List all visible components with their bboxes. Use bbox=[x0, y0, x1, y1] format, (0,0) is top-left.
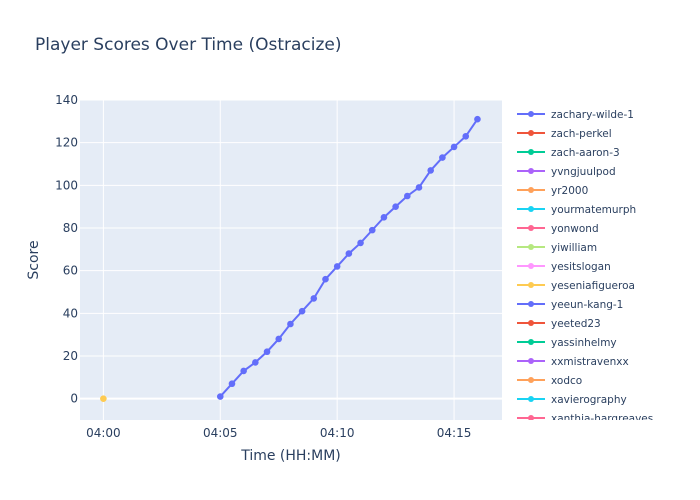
legend-label: yeseniafigueroa bbox=[551, 280, 635, 292]
legend-label: xavierography bbox=[551, 394, 627, 406]
legend-label: xxmistravenxx bbox=[551, 356, 629, 368]
legend-label: zach-aaron-3 bbox=[551, 147, 620, 159]
legend-label: yvngjuulpod bbox=[551, 166, 616, 178]
y-tick-label: 0 bbox=[70, 392, 78, 406]
legend-item-yiwilliam: yiwilliam bbox=[517, 242, 597, 254]
legend-item-zach-aaron-3: zach-aaron-3 bbox=[517, 147, 620, 159]
x-axis-label: Time (HH:MM) bbox=[240, 448, 341, 464]
data-point-zachary-wilde-1 bbox=[333, 263, 341, 270]
legend-marker-icon bbox=[528, 301, 534, 307]
data-point-zachary-wilde-1 bbox=[368, 226, 376, 234]
data-point-zachary-wilde-1 bbox=[240, 367, 247, 375]
legend-item-yonwond: yonwond bbox=[517, 223, 599, 235]
y-tick-label: 40 bbox=[63, 306, 78, 320]
legend: zachary-wilde-1 zach-perkel zach-aaron-3 yv… bbox=[517, 109, 653, 425]
legend-marker-icon bbox=[528, 339, 534, 345]
legend-marker-icon bbox=[528, 206, 534, 212]
data-point-zachary-wilde-1 bbox=[462, 132, 470, 140]
y-axis-label: Score bbox=[26, 240, 42, 279]
legend-label: zachary-wilde-1 bbox=[551, 109, 634, 121]
legend-label: xanthia-hargreaves bbox=[551, 413, 653, 425]
legend-marker-icon bbox=[528, 168, 534, 174]
legend-marker-icon bbox=[528, 149, 534, 155]
legend-marker-icon bbox=[528, 263, 534, 269]
data-point-zachary-wilde-1 bbox=[415, 184, 423, 191]
chart-title: Player Scores Over Time (Ostracize) bbox=[35, 35, 342, 55]
legend-label: yassinhelmy bbox=[551, 337, 617, 349]
legend-label: yeeted23 bbox=[551, 318, 601, 330]
legend-marker-icon bbox=[528, 396, 534, 402]
legend-label: yesitslogan bbox=[551, 261, 611, 273]
data-point-zachary-wilde-1 bbox=[287, 320, 294, 328]
legend-marker-icon bbox=[528, 225, 534, 231]
legend-label: xodco bbox=[551, 375, 582, 387]
legend-label: yiwilliam bbox=[551, 242, 597, 254]
data-point-zachary-wilde-1 bbox=[404, 192, 411, 200]
data-point-zachary-wilde-1 bbox=[392, 203, 399, 210]
y-tick-label: 80 bbox=[63, 221, 78, 235]
legend-item-xxmistravenxx: xxmistravenxx bbox=[517, 356, 629, 368]
legend-item-xanthia-hargreaves: xanthia-hargreaves bbox=[517, 413, 653, 425]
y-tick-label: 60 bbox=[63, 264, 78, 278]
data-point-zachary-wilde-1 bbox=[228, 380, 236, 388]
legend-item-yeseniafigueroa: yeseniafigueroa bbox=[517, 280, 635, 292]
legend-marker-icon bbox=[528, 282, 534, 288]
data-point-zachary-wilde-1 bbox=[263, 348, 271, 356]
x-tick-label: 04:10 bbox=[320, 426, 355, 440]
legend-label: yeeun-kang-1 bbox=[551, 299, 623, 311]
data-point-zachary-wilde-1 bbox=[345, 250, 353, 257]
legend-item-yassinhelmy: yassinhelmy bbox=[517, 337, 617, 349]
legend-item-zach-perkel: zach-perkel bbox=[517, 128, 612, 140]
legend-marker-icon bbox=[528, 244, 534, 250]
legend-marker-icon bbox=[528, 358, 534, 364]
data-point-zachary-wilde-1 bbox=[357, 239, 364, 247]
x-tick-label: 04:15 bbox=[437, 426, 472, 440]
legend-marker-icon bbox=[528, 187, 534, 193]
legend-marker-icon bbox=[528, 130, 534, 136]
legend-label: yr2000 bbox=[551, 185, 588, 197]
data-point-zachary-wilde-1 bbox=[275, 335, 283, 343]
legend-item-xodco: xodco bbox=[517, 375, 582, 387]
legend-item-yesitslogan: yesitslogan bbox=[517, 261, 611, 273]
plot-area bbox=[80, 100, 502, 420]
legend-label: yonwond bbox=[551, 223, 599, 235]
data-point-zachary-wilde-1 bbox=[322, 275, 329, 283]
y-tick-label: 140 bbox=[55, 93, 78, 107]
legend-marker-icon bbox=[528, 377, 534, 383]
legend-marker-icon bbox=[528, 111, 534, 117]
legend-item-yr2000: yr2000 bbox=[517, 185, 588, 197]
legend-item-xavierography: xavierography bbox=[517, 394, 627, 406]
data-point-zachary-wilde-1 bbox=[216, 393, 224, 400]
data-point-zachary-wilde-1 bbox=[252, 359, 259, 366]
data-point-zachary-wilde-1 bbox=[427, 167, 434, 174]
x-tick-label: 04:05 bbox=[203, 426, 238, 440]
legend-label: yourmatemurph bbox=[551, 204, 636, 216]
y-tick-label: 100 bbox=[55, 178, 78, 192]
data-point-zachary-wilde-1 bbox=[380, 214, 388, 221]
legend-item-yvngjuulpod: yvngjuulpod bbox=[517, 166, 616, 178]
data-point-zachary-wilde-1 bbox=[298, 307, 306, 315]
data-point-zachary-wilde-1 bbox=[310, 295, 318, 302]
legend-marker-icon bbox=[528, 320, 534, 326]
y-tick-label: 120 bbox=[55, 136, 78, 150]
legend-item-yourmatemurph: yourmatemurph bbox=[517, 204, 636, 216]
legend-item-yeeted23: yeeted23 bbox=[517, 318, 601, 330]
legend-label: zach-perkel bbox=[551, 128, 612, 140]
data-point-zachary-wilde-1 bbox=[450, 143, 458, 151]
x-tick-label: 04:00 bbox=[86, 426, 121, 440]
legend-item-zachary-wilde-1: zachary-wilde-1 bbox=[517, 109, 634, 121]
legend-marker-icon bbox=[528, 415, 534, 420]
data-point-zachary-wilde-1 bbox=[439, 154, 446, 161]
data-point-zachary-wilde-1 bbox=[474, 115, 481, 123]
data-point-yeseniafigueroa bbox=[100, 395, 107, 402]
y-tick-label: 20 bbox=[63, 349, 78, 363]
legend-item-yeeun-kang-1: yeeun-kang-1 bbox=[517, 299, 623, 311]
